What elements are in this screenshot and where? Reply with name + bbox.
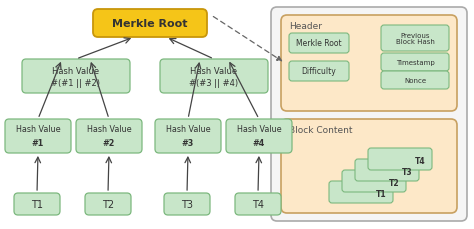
Text: T2: T2 xyxy=(102,199,114,209)
Text: T4: T4 xyxy=(415,156,426,165)
FancyBboxPatch shape xyxy=(14,193,60,215)
Text: T1: T1 xyxy=(31,199,43,209)
FancyBboxPatch shape xyxy=(381,54,449,72)
FancyBboxPatch shape xyxy=(289,34,349,54)
FancyBboxPatch shape xyxy=(235,193,281,215)
Text: #2: #2 xyxy=(103,138,115,147)
Text: T3: T3 xyxy=(181,199,193,209)
Text: T4: T4 xyxy=(252,199,264,209)
Text: Difficulty: Difficulty xyxy=(301,67,337,76)
Text: Hash Value: Hash Value xyxy=(166,125,210,134)
FancyBboxPatch shape xyxy=(226,120,292,153)
Text: #4: #4 xyxy=(253,138,265,147)
FancyBboxPatch shape xyxy=(355,159,419,181)
Text: Block Content: Block Content xyxy=(289,125,353,134)
FancyBboxPatch shape xyxy=(164,193,210,215)
Text: Hash Value: Hash Value xyxy=(191,66,237,75)
Text: #(#3 || #4): #(#3 || #4) xyxy=(190,79,238,88)
FancyBboxPatch shape xyxy=(329,181,393,203)
FancyBboxPatch shape xyxy=(93,10,207,38)
Text: Merkle Root: Merkle Root xyxy=(296,39,342,48)
Text: #(#1 || #2): #(#1 || #2) xyxy=(52,79,100,88)
Text: T3: T3 xyxy=(402,167,413,176)
Text: Hash Value: Hash Value xyxy=(237,125,281,134)
FancyBboxPatch shape xyxy=(368,148,432,170)
FancyBboxPatch shape xyxy=(271,8,467,221)
FancyBboxPatch shape xyxy=(281,16,457,112)
Text: Timestamp: Timestamp xyxy=(396,60,434,66)
FancyBboxPatch shape xyxy=(155,120,221,153)
Text: #3: #3 xyxy=(182,138,194,147)
Text: #1: #1 xyxy=(32,138,44,147)
Text: Hash Value: Hash Value xyxy=(53,66,100,75)
FancyBboxPatch shape xyxy=(381,72,449,90)
FancyBboxPatch shape xyxy=(22,60,130,94)
Text: Header: Header xyxy=(289,22,322,31)
FancyBboxPatch shape xyxy=(85,193,131,215)
Text: Previous
Block Hash: Previous Block Hash xyxy=(396,32,435,45)
FancyBboxPatch shape xyxy=(5,120,71,153)
Text: Hash Value: Hash Value xyxy=(87,125,131,134)
FancyBboxPatch shape xyxy=(76,120,142,153)
Text: Hash Value: Hash Value xyxy=(16,125,60,134)
FancyBboxPatch shape xyxy=(289,62,349,82)
Text: Merkle Root: Merkle Root xyxy=(112,19,188,29)
FancyBboxPatch shape xyxy=(160,60,268,94)
Text: T2: T2 xyxy=(389,178,400,187)
FancyBboxPatch shape xyxy=(281,120,457,213)
Text: Nonce: Nonce xyxy=(404,78,426,84)
Text: T1: T1 xyxy=(376,189,387,198)
FancyBboxPatch shape xyxy=(381,26,449,52)
FancyBboxPatch shape xyxy=(342,170,406,192)
